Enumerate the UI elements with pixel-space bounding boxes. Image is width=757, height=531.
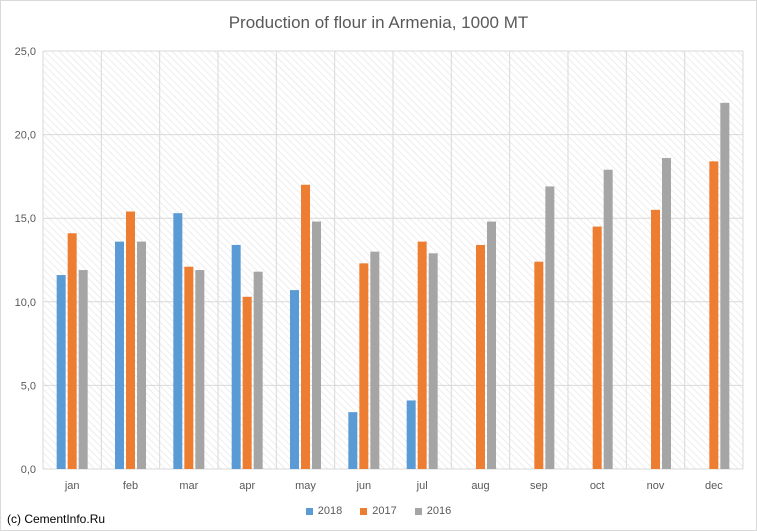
x-tick-label: nov — [647, 480, 665, 492]
bar-2016-oct — [603, 169, 613, 469]
bar-2018-mar — [173, 213, 183, 469]
chart-title: Production of flour in Armenia, 1000 MT — [228, 13, 529, 32]
legend-swatch — [414, 507, 422, 515]
bar-2016-may — [312, 221, 321, 469]
bar-2017-dec — [709, 161, 719, 470]
x-tick-label: jun — [355, 480, 371, 492]
bar-2018-jan — [56, 275, 66, 469]
bar-2016-feb — [137, 241, 146, 469]
bar-2017-jan — [67, 233, 77, 469]
y-tick-label: 20,0 — [15, 130, 36, 142]
bar-2018-apr — [231, 244, 241, 469]
bar-2017-jul — [417, 241, 427, 469]
y-tick-label: 5,0 — [21, 380, 36, 392]
x-tick-label: dec — [705, 480, 723, 492]
bar-chart: 0,0 5,0 10,0 15,0 20,0 25,0 jan feb mar apr may ju… — [15, 46, 744, 492]
bar-2017-mar — [184, 266, 194, 469]
x-tick-label: sep — [530, 480, 548, 492]
bar-2017-feb — [126, 211, 135, 469]
y-tick-label: 0,0 — [21, 464, 36, 476]
y-tick-label: 15,0 — [15, 213, 36, 225]
x-tick-label: may — [295, 480, 316, 492]
legend-swatch — [305, 507, 313, 515]
x-tick-label: oct — [590, 480, 605, 492]
bar-2016-sep — [545, 186, 555, 469]
legend-item-2018: 2018 — [305, 505, 343, 517]
bar-2017-jun — [359, 263, 369, 469]
legend-label: 2016 — [426, 505, 452, 517]
bar-2017-aug — [476, 244, 485, 469]
y-tick-label: 25,0 — [15, 46, 36, 58]
bar-2018-jul — [406, 400, 416, 469]
credit-text: (c) CementInfo.Ru — [7, 512, 106, 526]
bar-2016-dec — [720, 102, 730, 469]
x-tick-label: jul — [416, 480, 428, 492]
bar-2016-jan — [78, 270, 88, 469]
bar-2018-may — [290, 290, 299, 469]
legend-swatch — [360, 507, 368, 515]
bar-2017-nov — [651, 209, 660, 469]
bar-2018-feb — [115, 241, 124, 469]
bar-2016-jul — [428, 253, 438, 469]
legend-label: 2018 — [317, 505, 343, 517]
chart-legend: 2018 2017 2016 — [1, 505, 756, 517]
legend-item-2017: 2017 — [360, 505, 397, 517]
bar-2017-may — [301, 184, 310, 469]
bar-2017-sep — [534, 261, 544, 469]
legend-label: 2017 — [372, 505, 397, 517]
x-tick-label: apr — [239, 480, 255, 492]
bar-2016-mar — [195, 270, 205, 469]
bar-2017-apr — [242, 296, 252, 469]
x-tick-label: feb — [123, 480, 138, 492]
bar-2016-jun — [370, 251, 380, 469]
bar-2016-aug — [487, 221, 496, 469]
bar-2016-apr — [253, 271, 263, 469]
y-tick-label: 10,0 — [15, 297, 36, 309]
legend-item-2016: 2016 — [414, 505, 452, 517]
x-tick-label: jan — [64, 480, 80, 492]
x-tick-label: aug — [471, 480, 489, 492]
bar-2016-nov — [662, 158, 671, 469]
x-tick-label: mar — [179, 480, 198, 492]
bar-2017-oct — [592, 226, 602, 469]
bar-2018-jun — [348, 412, 358, 469]
